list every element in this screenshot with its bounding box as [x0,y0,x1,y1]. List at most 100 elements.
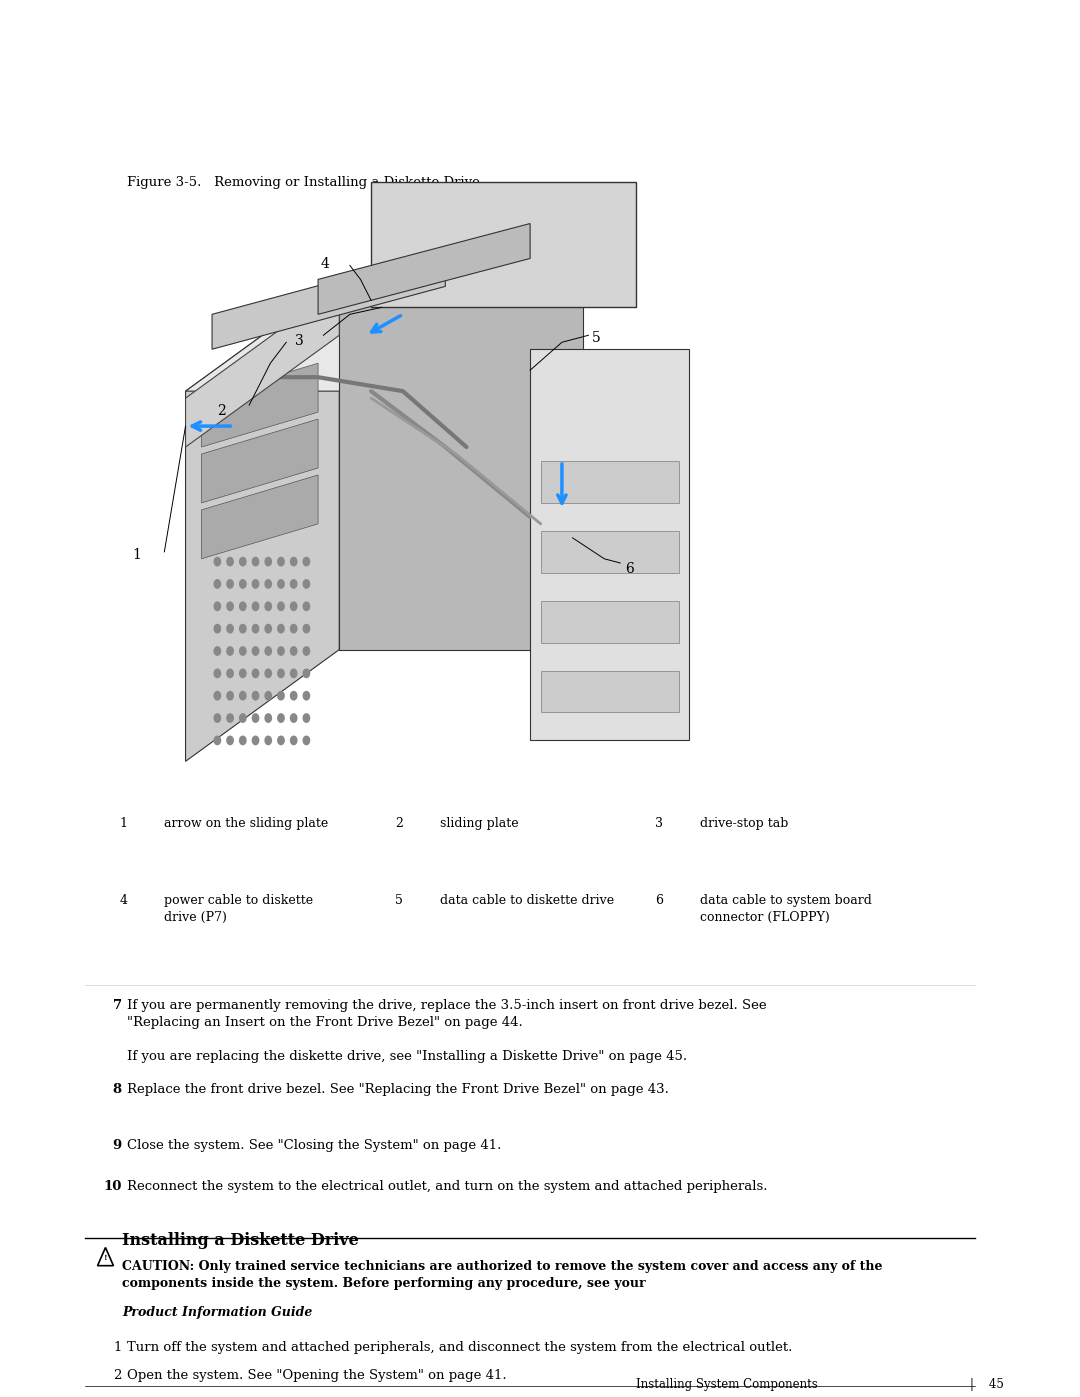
Circle shape [265,647,271,655]
Text: CAUTION: Only trained service technicians are authorized to remove the system co: CAUTION: Only trained service technician… [122,1260,882,1289]
Circle shape [265,602,271,610]
Polygon shape [319,224,530,314]
Circle shape [291,647,297,655]
Text: 2: 2 [113,1369,122,1382]
Text: Installing System Components: Installing System Components [636,1379,818,1391]
Text: 8: 8 [112,1083,122,1095]
Polygon shape [202,475,319,559]
Circle shape [253,692,259,700]
Circle shape [303,714,310,722]
Circle shape [214,647,220,655]
Circle shape [265,692,271,700]
Circle shape [265,714,271,722]
Text: 4: 4 [320,257,329,271]
Polygon shape [541,671,678,712]
Circle shape [227,647,233,655]
Circle shape [240,602,246,610]
Circle shape [227,714,233,722]
Text: Open the system. See "Opening the System" on page 41.: Open the system. See "Opening the System… [127,1369,507,1382]
Circle shape [265,557,271,566]
Circle shape [240,624,246,633]
Circle shape [227,624,233,633]
Polygon shape [202,363,319,447]
Text: Turn off the system and attached peripherals, and disconnect the system from the: Turn off the system and attached periphe… [127,1341,793,1354]
Circle shape [227,602,233,610]
Text: Replace the front drive bezel. See "Replacing the Front Drive Bezel" on page 43.: Replace the front drive bezel. See "Repl… [127,1083,670,1095]
Polygon shape [97,1248,113,1266]
Polygon shape [339,279,583,650]
Text: 10: 10 [104,1180,122,1193]
Circle shape [214,580,220,588]
Circle shape [278,714,284,722]
Text: 5: 5 [395,894,403,907]
Circle shape [214,669,220,678]
Polygon shape [541,601,678,643]
Circle shape [240,557,246,566]
Circle shape [278,669,284,678]
Text: 6: 6 [654,894,663,907]
Circle shape [291,736,297,745]
Circle shape [240,736,246,745]
Circle shape [278,580,284,588]
Polygon shape [186,279,339,761]
Text: 4: 4 [119,894,127,907]
Circle shape [265,624,271,633]
Circle shape [303,669,310,678]
Circle shape [278,624,284,633]
Text: 1: 1 [113,1341,122,1354]
Circle shape [227,557,233,566]
Polygon shape [186,279,583,391]
Text: drive-stop tab: drive-stop tab [700,817,788,830]
Circle shape [265,669,271,678]
Text: sliding plate: sliding plate [440,817,518,830]
Text: 6: 6 [625,562,634,576]
Text: data cable to diskette drive: data cable to diskette drive [440,894,615,907]
Text: 5: 5 [592,331,600,345]
Circle shape [303,647,310,655]
Circle shape [265,736,271,745]
Circle shape [291,602,297,610]
Circle shape [278,602,284,610]
Circle shape [253,624,259,633]
Circle shape [214,692,220,700]
Text: 7: 7 [112,999,122,1011]
Text: arrow on the sliding plate: arrow on the sliding plate [164,817,328,830]
Polygon shape [186,286,339,447]
Circle shape [303,557,310,566]
Polygon shape [372,182,636,307]
Circle shape [278,557,284,566]
Polygon shape [530,349,689,740]
Circle shape [240,669,246,678]
Text: 3: 3 [654,817,663,830]
Circle shape [240,692,246,700]
Circle shape [303,580,310,588]
Circle shape [291,669,297,678]
Circle shape [291,692,297,700]
Text: Reconnect the system to the electrical outlet, and turn on the system and attach: Reconnect the system to the electrical o… [127,1180,768,1193]
Polygon shape [212,251,445,349]
Circle shape [227,692,233,700]
Circle shape [253,602,259,610]
Polygon shape [202,419,319,503]
Circle shape [227,669,233,678]
Circle shape [227,580,233,588]
Circle shape [303,692,310,700]
Circle shape [214,714,220,722]
Text: data cable to system board
connector (FLOPPY): data cable to system board connector (FL… [700,894,872,923]
Circle shape [265,580,271,588]
Text: power cable to diskette
drive (P7): power cable to diskette drive (P7) [164,894,313,923]
Circle shape [303,736,310,745]
Circle shape [253,736,259,745]
Circle shape [214,624,220,633]
Circle shape [214,602,220,610]
Circle shape [214,736,220,745]
Text: 9: 9 [112,1139,122,1151]
Circle shape [227,736,233,745]
Circle shape [253,580,259,588]
Circle shape [214,557,220,566]
Circle shape [278,647,284,655]
Circle shape [240,580,246,588]
Circle shape [291,557,297,566]
Text: 2: 2 [217,404,226,418]
Circle shape [291,624,297,633]
